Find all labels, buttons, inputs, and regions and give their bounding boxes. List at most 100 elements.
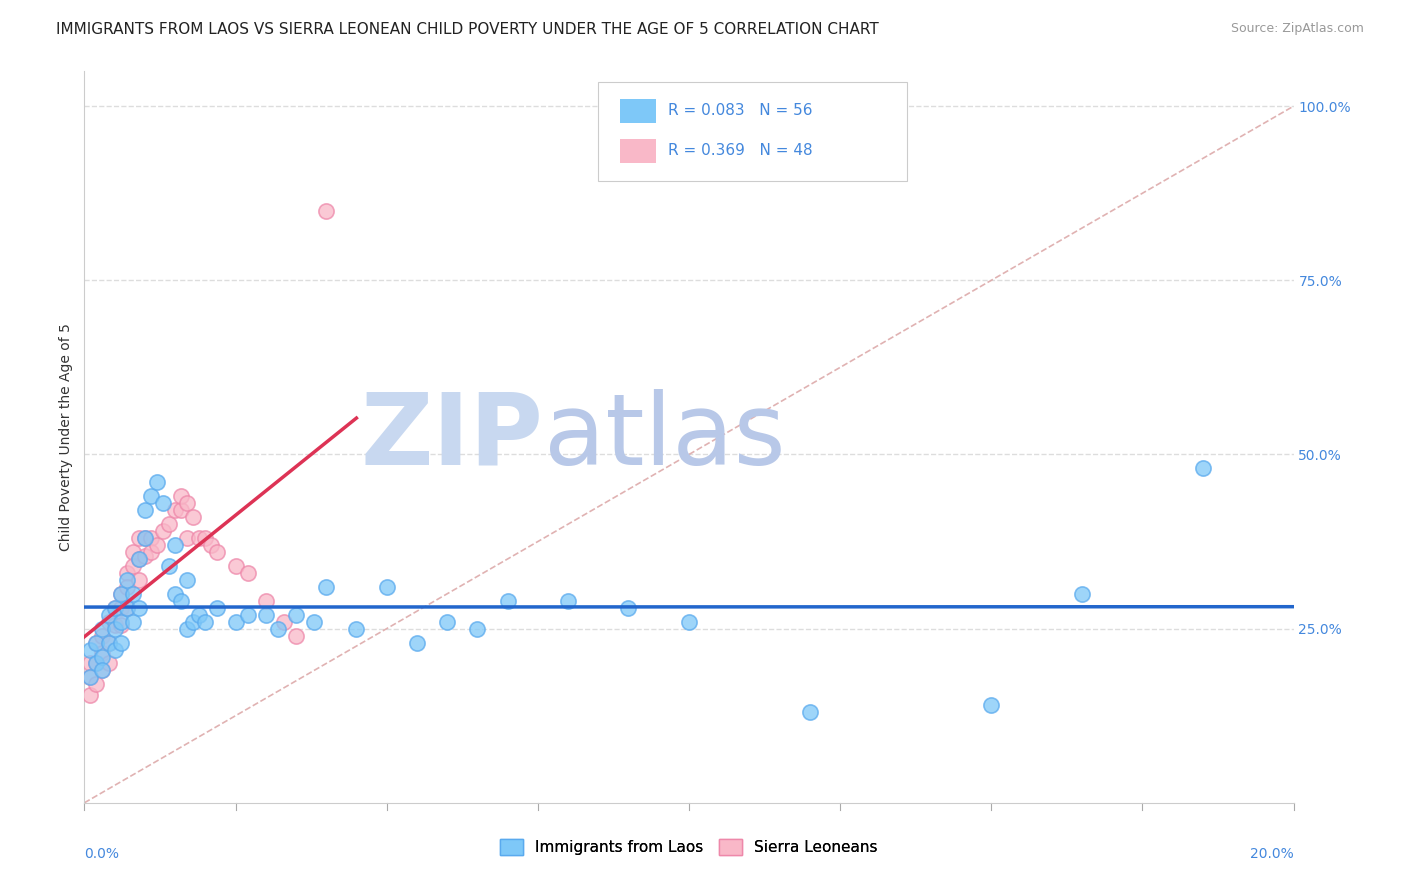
Point [104, 622, 127, 636]
Point [207, 545, 229, 559]
Point [194, 615, 217, 629]
Point [1071, 587, 1094, 601]
Point [104, 618, 127, 632]
Point [139, 489, 162, 503]
Y-axis label: Child Poverty Under the Age of 5: Child Poverty Under the Age of 5 [59, 323, 73, 551]
Point [91, 649, 114, 664]
Point [194, 531, 217, 545]
Point [79, 657, 101, 671]
Text: R = 0.083   N = 56: R = 0.083 N = 56 [668, 103, 813, 118]
Point [285, 607, 308, 622]
Point [285, 629, 308, 643]
Point [152, 496, 174, 510]
Point [207, 600, 229, 615]
Point [104, 600, 127, 615]
Point [110, 587, 132, 601]
Point [115, 600, 138, 615]
Point [115, 580, 138, 594]
Point [188, 607, 211, 622]
Point [165, 587, 187, 601]
Point [496, 594, 519, 608]
Point [91, 664, 114, 678]
Point [176, 531, 198, 545]
Point [436, 615, 458, 629]
Point [315, 203, 337, 218]
Point [91, 622, 114, 636]
Point [86, 657, 108, 671]
Point [128, 531, 150, 545]
Point [176, 622, 198, 636]
Point [302, 615, 325, 629]
Point [157, 517, 180, 532]
Point [236, 607, 259, 622]
Point [139, 545, 162, 559]
Point [121, 558, 143, 573]
Point [315, 580, 337, 594]
Point [97, 607, 120, 622]
Point [557, 594, 579, 608]
Point [170, 503, 193, 517]
Point [273, 615, 295, 629]
Point [97, 635, 120, 649]
Point [110, 587, 132, 601]
Point [86, 657, 108, 671]
Point [254, 594, 277, 608]
Point [128, 552, 150, 566]
Point [104, 600, 127, 615]
Point [134, 503, 156, 517]
Text: 0.0%: 0.0% [84, 847, 120, 861]
Point [91, 646, 114, 660]
Point [91, 664, 114, 678]
Point [134, 531, 156, 545]
Point [176, 573, 198, 587]
Point [157, 558, 180, 573]
Point [152, 524, 174, 538]
Point [375, 580, 398, 594]
Text: R = 0.369   N = 48: R = 0.369 N = 48 [668, 143, 813, 158]
Text: IMMIGRANTS FROM LAOS VS SIERRA LEONEAN CHILD POVERTY UNDER THE AGE OF 5 CORRELAT: IMMIGRANTS FROM LAOS VS SIERRA LEONEAN C… [56, 22, 879, 37]
Point [225, 615, 247, 629]
Point [146, 475, 169, 490]
Point [799, 705, 821, 719]
Point [678, 615, 700, 629]
Point [115, 573, 138, 587]
FancyBboxPatch shape [620, 99, 657, 122]
Point [146, 538, 169, 552]
Point [115, 566, 138, 580]
Point [176, 496, 198, 510]
Point [128, 573, 150, 587]
FancyBboxPatch shape [620, 139, 657, 163]
Point [134, 549, 156, 563]
Point [97, 635, 120, 649]
Point [91, 629, 114, 643]
Point [139, 531, 162, 545]
Point [267, 622, 290, 636]
Point [110, 618, 132, 632]
Point [86, 677, 108, 691]
Point [121, 587, 143, 601]
Point [980, 698, 1002, 713]
Point [406, 635, 429, 649]
Text: Source: ZipAtlas.com: Source: ZipAtlas.com [1230, 22, 1364, 36]
Point [97, 615, 120, 629]
Point [121, 545, 143, 559]
Point [79, 688, 101, 702]
Point [134, 531, 156, 545]
Point [225, 558, 247, 573]
Point [254, 607, 277, 622]
FancyBboxPatch shape [599, 82, 907, 181]
Point [86, 635, 108, 649]
Point [181, 510, 204, 524]
Text: 20.0%: 20.0% [1250, 847, 1294, 861]
Point [165, 503, 187, 517]
Point [115, 600, 138, 615]
Point [170, 489, 193, 503]
Point [188, 531, 211, 545]
Point [79, 670, 101, 684]
Point [1192, 461, 1215, 475]
Point [121, 615, 143, 629]
Point [110, 635, 132, 649]
Point [617, 600, 640, 615]
Point [97, 657, 120, 671]
Point [104, 642, 127, 657]
